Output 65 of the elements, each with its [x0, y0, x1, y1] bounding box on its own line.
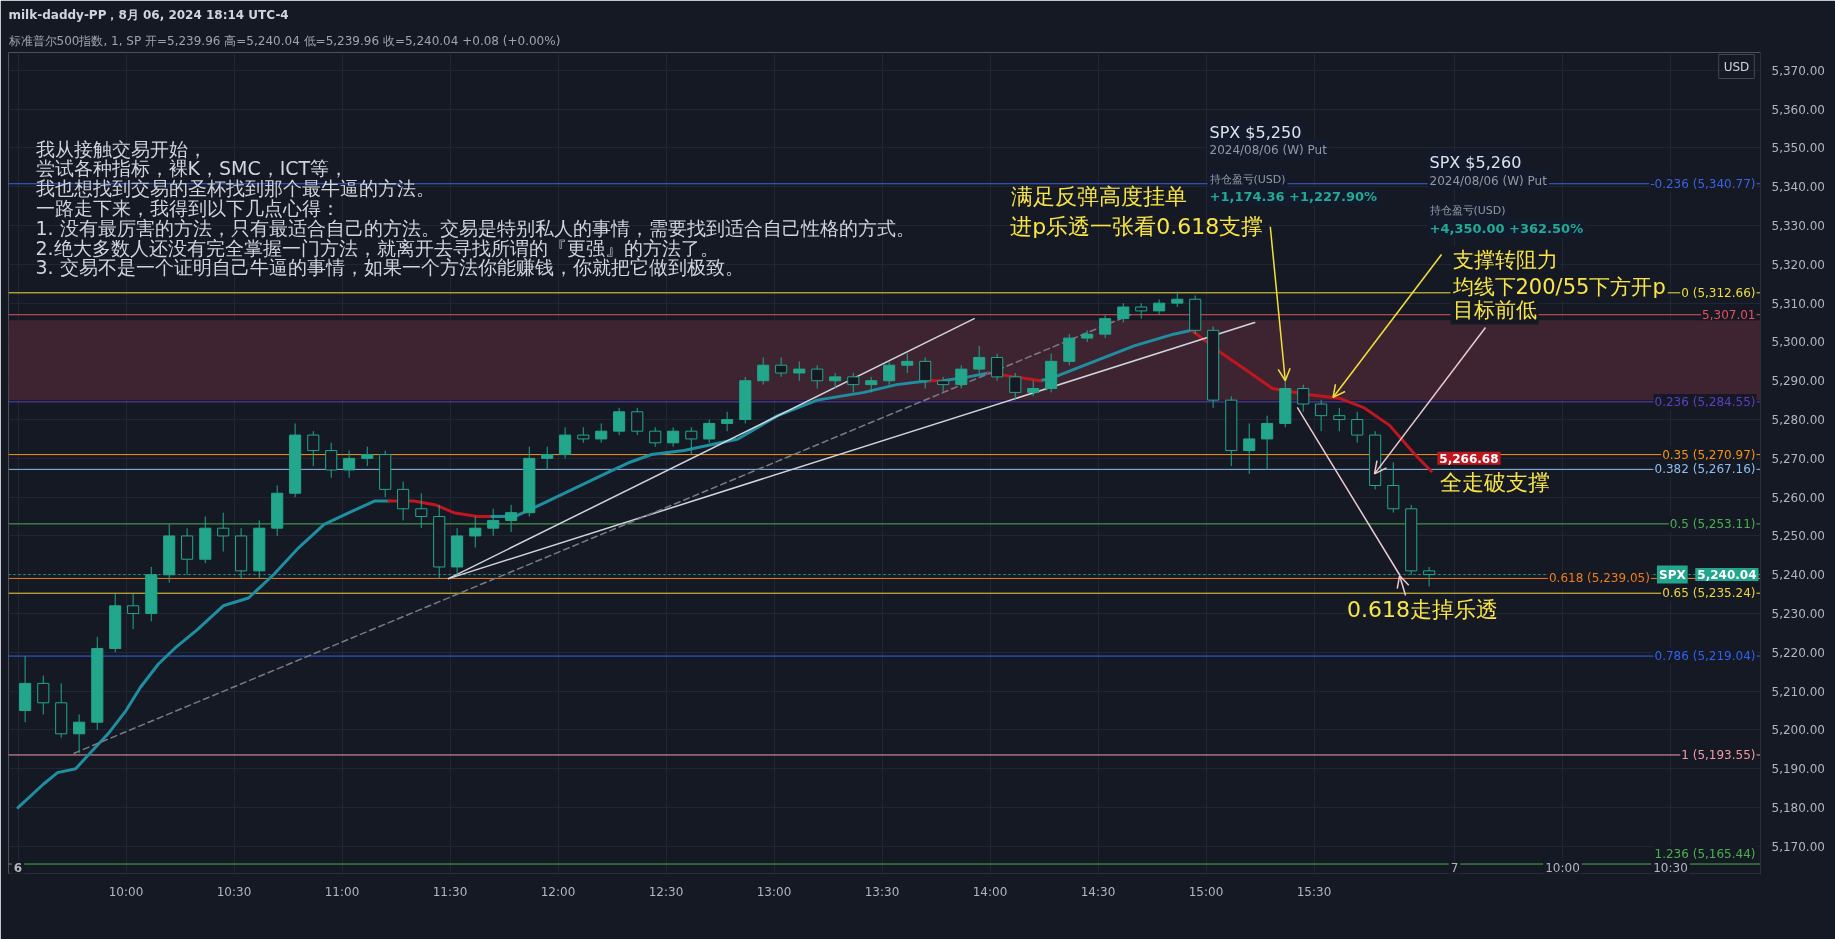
ref-line-label: 0.35 (5,270.97) [1662, 447, 1756, 462]
y-tick-label: 5,220.00 [1771, 645, 1825, 660]
x-tick-label: 13:00 [756, 884, 792, 899]
annotation: 均线下200/55下方开p [1451, 274, 1666, 299]
y-tick-label: 5,290.00 [1771, 374, 1825, 389]
x-tick-label: 15:00 [1188, 884, 1224, 899]
x-tick-label: 15:30 [1296, 884, 1332, 899]
x-tick-label: 12:00 [540, 884, 576, 899]
y-tick-label: 5,210.00 [1771, 684, 1825, 699]
annotation: USD [1723, 59, 1750, 74]
x-tick-label: 14:00 [972, 884, 1008, 899]
ref-line-label: 0.618 (5,239.05) [1548, 571, 1650, 586]
ref-line-label: 0.236 (5,284.55) [1654, 394, 1756, 409]
annotation: 6 [13, 861, 23, 875]
y-tick-label: 5,310.00 [1771, 296, 1825, 311]
y-tick-label: 5,240.00 [1771, 568, 1825, 583]
ref-line-label: 0.786 (5,219.04) [1654, 649, 1756, 664]
y-tick-label: 5,330.00 [1771, 219, 1825, 234]
y-tick-label: 5,350.00 [1771, 141, 1825, 156]
annotation: 我从接触交易开始， [35, 137, 207, 160]
y-tick-label: 5,370.00 [1771, 63, 1825, 78]
annotation: 满足反弹高度挂单 [1010, 184, 1187, 209]
ref-line-label: 0.5 (5,253.11) [1669, 516, 1756, 531]
text: SPX [1659, 567, 1687, 582]
annotation: 7 [1450, 861, 1459, 875]
y-tick-label: 5,320.00 [1771, 257, 1825, 272]
y-tick-label: 5,250.00 [1771, 529, 1825, 544]
annotation: 全走破支撑 [1440, 469, 1551, 495]
annotation: 0.618走掉乐透 [1347, 597, 1499, 623]
ref-line-label: 0 (5,312.66) [1681, 285, 1756, 300]
annotation: 支撑转阻力 [1453, 248, 1559, 273]
x-tick-label: 11:00 [324, 884, 360, 899]
ref-line-label: 5,307.01 [1702, 308, 1756, 323]
annotation: 10:00 [1545, 860, 1580, 875]
y-tick-label: 5,190.00 [1771, 762, 1825, 777]
y-tick-label: 5,300.00 [1771, 335, 1825, 350]
x-tick-label: 14:30 [1080, 884, 1116, 899]
y-tick-label: 5,180.00 [1771, 801, 1825, 816]
x-tick-label: 10:00 [108, 884, 144, 899]
x-tick-label: 10:30 [216, 884, 252, 899]
ref-line-label: 0.65 (5,235.24) [1662, 586, 1756, 601]
chart-title: milk-daddy-PP，8月 06, 2024 18:14 UTC-4 [8, 7, 289, 22]
y-tick-label: 5,270.00 [1771, 451, 1825, 466]
text: 5,240.04 [1697, 568, 1757, 583]
ref-line-label: 1.236 (5,165.44) [1654, 847, 1756, 862]
annotation: 目标前低 [1452, 298, 1537, 323]
data-label: 5,266.68 [1439, 451, 1499, 466]
annotation: 10:30 [1653, 860, 1688, 875]
y-tick-label: 5,260.00 [1771, 490, 1825, 505]
y-tick-label: 5,230.00 [1771, 607, 1825, 622]
ref-line-label: 1 (5,193.55) [1681, 747, 1756, 762]
y-tick-label: 5,360.00 [1771, 102, 1825, 117]
x-tick-label: 12:30 [648, 884, 684, 899]
ref-line-label: 0.382 (5,267.16) [1654, 462, 1756, 477]
y-tick-label: 5,200.00 [1771, 723, 1825, 738]
chart-subtitle: 标准普尔500指数, 1, SP 开=5,239.96 高=5,240.04 低=5,239.96 收=5,240.04 +0.08 (+0.00%) [7, 33, 561, 48]
y-tick-label: 5,340.00 [1771, 180, 1825, 195]
text: SPX $5,260 2024/08/06 (W) Put 持仓盈亏(USD) +4,350.00 +362.50% [1429, 153, 1584, 236]
x-tick-label: 13:30 [864, 884, 900, 899]
ref-line-label: -0.236 (5,340.77) [1650, 176, 1756, 191]
x-tick-label: 11:30 [432, 884, 468, 899]
y-tick-label: 5,170.00 [1771, 839, 1825, 854]
text: SPX $5,250 2024/08/06 (W) Put 持仓盈亏(USD) +1,174.36 +1,227.90% [1209, 123, 1378, 204]
annotation: 进p乐透一张看0.618支撑 [1010, 214, 1264, 240]
y-tick-label: 5,280.00 [1771, 413, 1825, 428]
